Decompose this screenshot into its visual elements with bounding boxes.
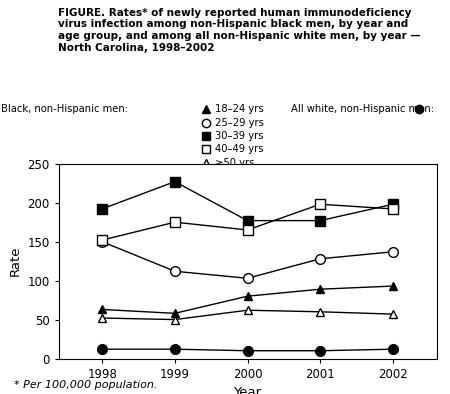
Y-axis label: Rate: Rate	[9, 246, 22, 276]
Text: 40–49 yrs: 40–49 yrs	[216, 144, 264, 154]
Text: FIGURE. Rates* of newly reported human immunodeficiency
virus infection among no: FIGURE. Rates* of newly reported human i…	[58, 8, 421, 53]
Text: All white, non-Hispanic men:: All white, non-Hispanic men:	[291, 104, 434, 114]
Text: ≥50 yrs: ≥50 yrs	[216, 158, 255, 167]
Text: Black, non-Hispanic men:: Black, non-Hispanic men:	[1, 104, 128, 114]
Text: 30–39 yrs: 30–39 yrs	[216, 131, 264, 141]
Text: 25–29 yrs: 25–29 yrs	[216, 117, 264, 128]
Text: 18–24 yrs: 18–24 yrs	[216, 104, 264, 114]
Text: * Per 100,000 population.: * Per 100,000 population.	[14, 380, 157, 390]
X-axis label: Year: Year	[234, 386, 261, 394]
